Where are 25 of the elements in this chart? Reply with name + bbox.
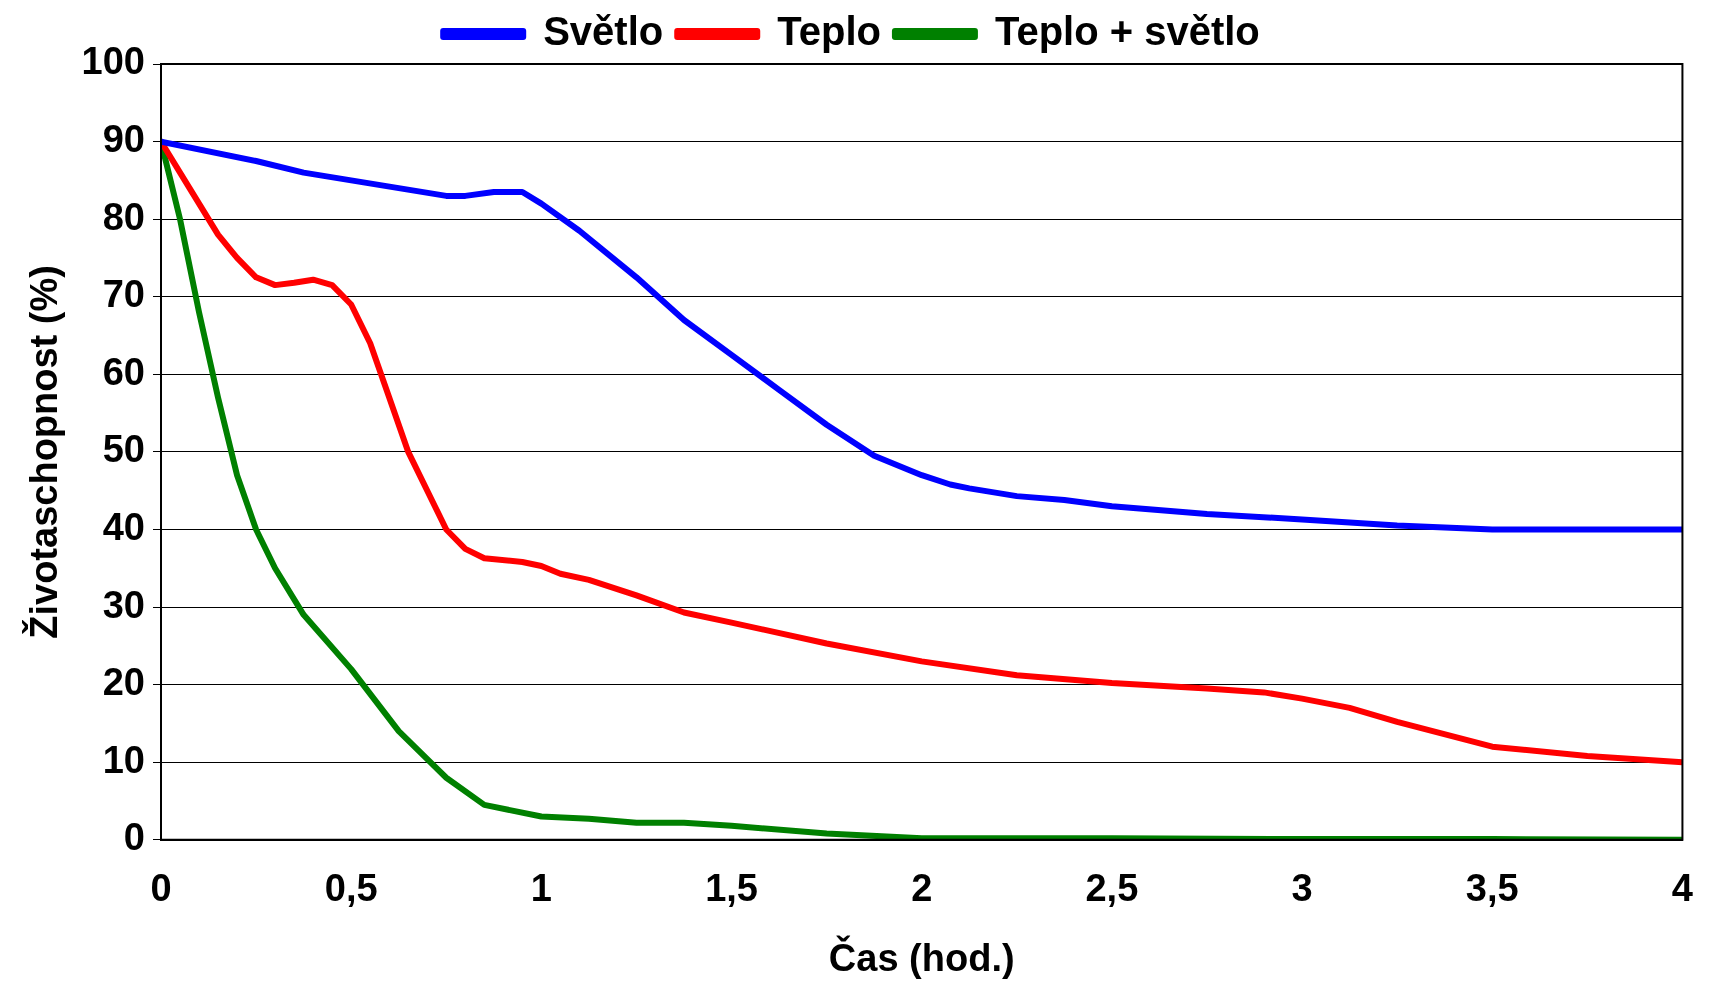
y-tick-label: 10 [102, 738, 145, 781]
y-tick-label: 20 [102, 661, 145, 704]
x-tick-label: 2 [911, 867, 933, 910]
y-tick-label: 70 [102, 273, 145, 316]
x-tick-label: 3,5 [1465, 867, 1519, 910]
y-tick-label: 40 [102, 505, 145, 548]
y-tick-label: 60 [102, 350, 145, 393]
x-tick-label: 3 [1291, 867, 1313, 910]
x-tick-label: 4 [1671, 867, 1693, 910]
y-tick-label: 0 [123, 816, 145, 859]
x-tick-label: 0 [150, 867, 172, 910]
y-tick-label: 80 [102, 195, 145, 238]
x-tick-label: 2,5 [1085, 867, 1139, 910]
y-tick-label: 100 [81, 40, 145, 83]
y-tick-label: 30 [102, 583, 145, 626]
x-axis-title: Čas (hod.) [828, 934, 1015, 979]
y-tick-label: 50 [102, 428, 145, 471]
x-tick-label: 1 [530, 867, 552, 910]
legend-label: Světlo [543, 9, 664, 54]
x-tick-label: 0,5 [324, 867, 378, 910]
x-tick-label: 1,5 [705, 867, 758, 910]
legend-label: Teplo [777, 9, 881, 54]
legend-label: Teplo + světlo [994, 9, 1260, 54]
y-tick-label: 90 [102, 118, 145, 161]
y-axis-title: Životaschopnost (%) [22, 265, 66, 639]
